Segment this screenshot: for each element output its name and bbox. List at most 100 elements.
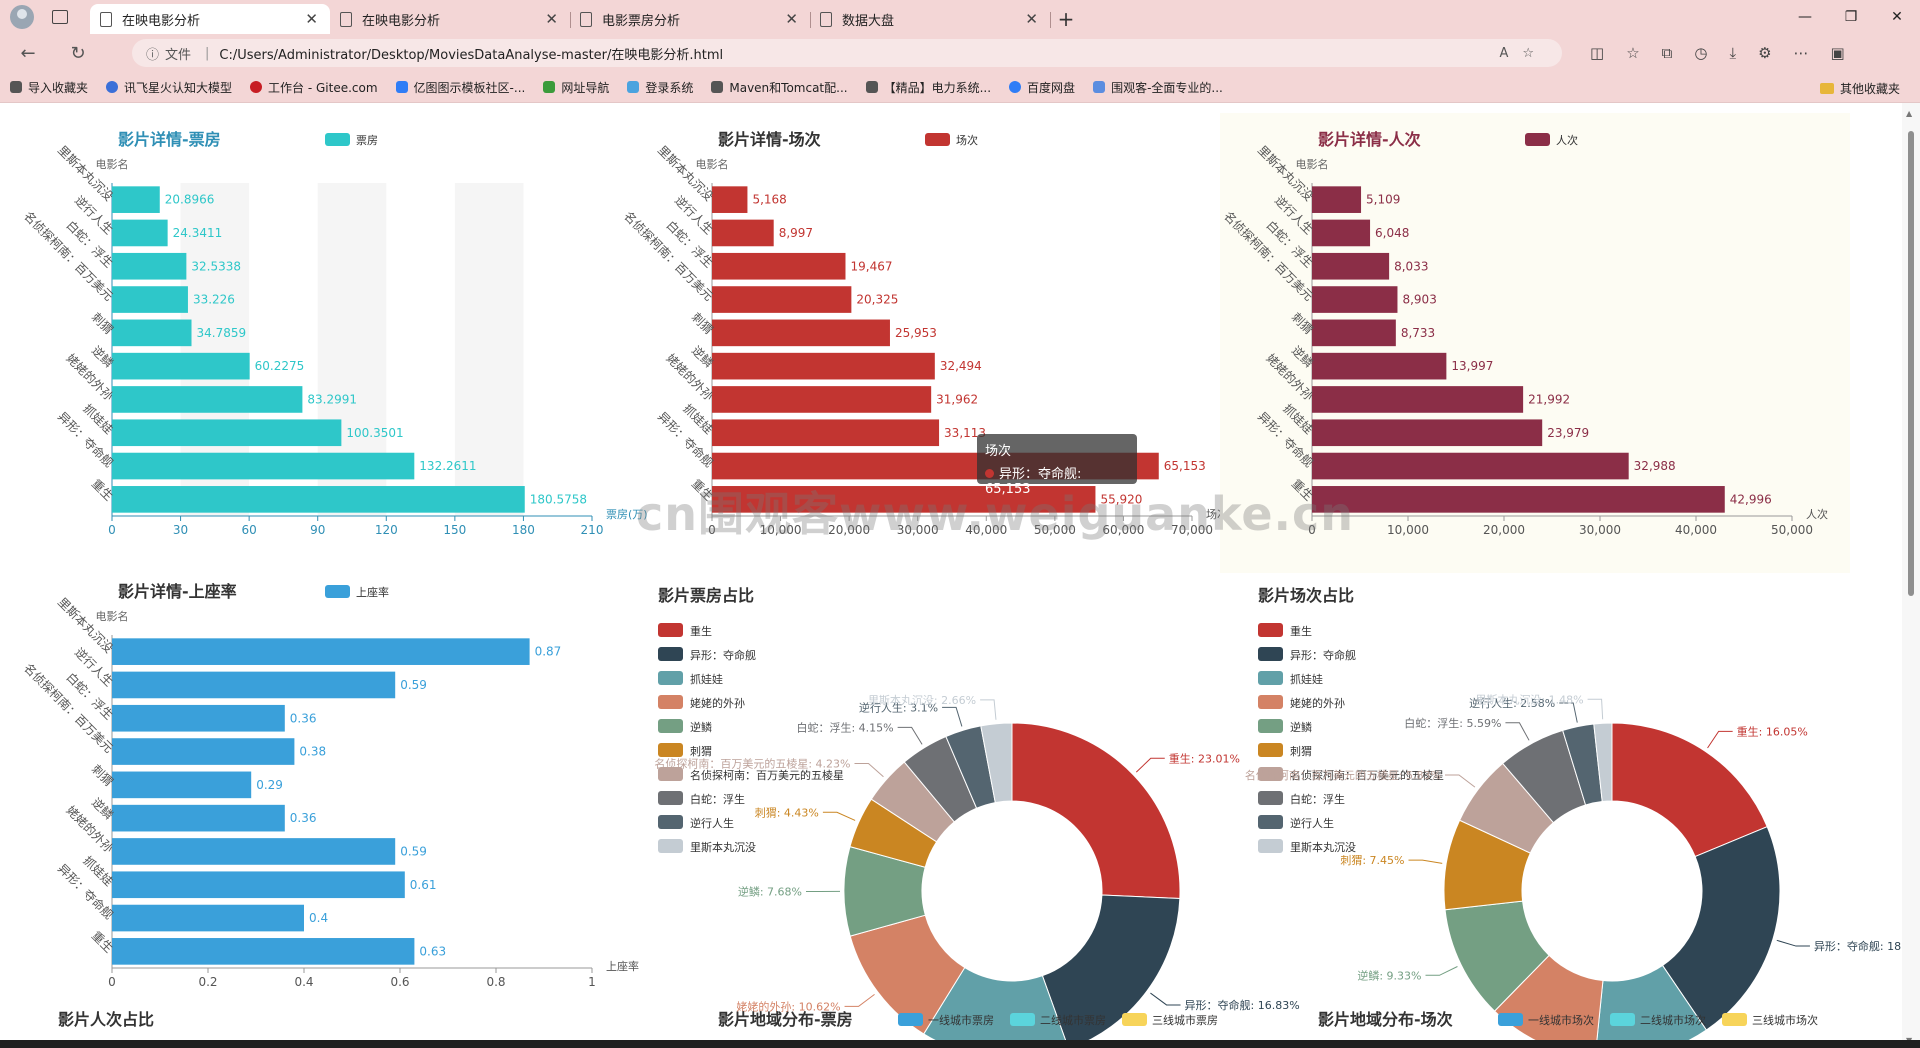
- back-icon[interactable]: ←: [20, 42, 36, 64]
- bar-value-label: 0.63: [419, 944, 446, 958]
- legend-label: 上座率: [356, 585, 389, 599]
- bookmark-item[interactable]: 导入收藏夹: [10, 79, 88, 96]
- slice-label: 逆鳞: 7.68%: [738, 884, 802, 898]
- bar-value-label: 0.29: [256, 778, 283, 792]
- history-icon[interactable]: ◷: [1694, 44, 1708, 62]
- bar: [112, 671, 396, 699]
- slice-label: 名侦探柯南：百万美元的五棱星: 4.23%: [654, 756, 850, 770]
- legend-swatch: [325, 585, 350, 598]
- slice-label-line: [1425, 966, 1458, 976]
- y-axis-name: 电影名: [1296, 157, 1329, 171]
- bookmark-item[interactable]: 百度网盘: [1009, 79, 1075, 96]
- close-tab-icon[interactable]: ✕: [1025, 10, 1038, 28]
- tab-1[interactable]: 在映电影分析 ✕: [90, 4, 330, 34]
- download-icon[interactable]: ⤓: [1729, 44, 1737, 62]
- tab-actions-icon[interactable]: [52, 10, 68, 24]
- x-tick-label: 30,000: [1579, 523, 1621, 537]
- legend-label: 刺猬: [1290, 745, 1312, 758]
- close-tab-icon[interactable]: ✕: [545, 10, 558, 28]
- legend-label: 一线城市票房: [928, 1013, 994, 1027]
- legend-label: 一线城市场次: [1528, 1013, 1594, 1027]
- legend-swatch: [1258, 671, 1283, 685]
- slice-label: 逆行人生: 2.58%: [1469, 696, 1555, 710]
- extensions-icon[interactable]: ⚙: [1758, 44, 1772, 62]
- legend-label: 逆行人生: [690, 816, 734, 830]
- slice-label-line: [1776, 939, 1810, 947]
- profile-avatar[interactable]: [10, 5, 34, 29]
- bookmark-item[interactable]: 工作台 - Gitee.com: [250, 79, 378, 96]
- legend-label: 抓娃娃: [1290, 672, 1323, 686]
- tab-title: 在映电影分析: [362, 13, 441, 29]
- bookmark-item[interactable]: 【精品】电力系统...: [865, 79, 991, 96]
- tab-3[interactable]: 电影票房分析 ✕: [570, 4, 811, 34]
- new-tab-button[interactable]: +: [1057, 7, 1075, 31]
- tab-title: 数据大盘: [842, 13, 895, 29]
- bookmark-item[interactable]: 讯飞星火认知大模型: [106, 79, 232, 96]
- taskbar: [0, 1040, 1920, 1048]
- bar-value-label: 33,113: [944, 426, 986, 440]
- bar-value-label: 5,109: [1366, 193, 1400, 207]
- minimize-icon[interactable]: —: [1798, 9, 1812, 25]
- legend-label: 逆行人生: [1290, 816, 1334, 830]
- chart-title: 影片票房占比: [658, 586, 754, 605]
- legend-swatch: [1122, 1013, 1147, 1026]
- scheme-label: 文件: [165, 47, 192, 63]
- restore-icon[interactable]: ❐: [1844, 9, 1858, 25]
- legend-label: 逆鳞: [1290, 720, 1312, 734]
- legend-swatch: [1722, 1013, 1747, 1026]
- legend-label: 名侦探柯南：百万美元的五棱星: [690, 768, 844, 782]
- collections-icon[interactable]: ⧉: [1661, 44, 1673, 62]
- favorites-icon[interactable]: ☆: [1626, 44, 1640, 62]
- bar: [112, 804, 285, 832]
- tab-2[interactable]: 在映电影分析 ✕: [330, 4, 571, 34]
- bar-value-label: 60.2275: [255, 359, 305, 373]
- slice-label: 里斯本丸沉没: 2.66%: [868, 693, 976, 707]
- split-screen-icon[interactable]: ◫: [1590, 44, 1605, 62]
- bookmark-item[interactable]: Maven和Tomcat配...: [711, 79, 848, 96]
- legend-swatch: [1010, 1013, 1035, 1026]
- pie-slice: [1661, 826, 1781, 1031]
- x-tick-label: 120: [375, 523, 398, 537]
- slice-label: 重生: 16.05%: [1737, 724, 1808, 738]
- legend-label: 三线城市场次: [1752, 1013, 1818, 1027]
- legend-label: 白蛇：浮生: [690, 792, 745, 806]
- legend-swatch: [1258, 647, 1283, 661]
- tab-4[interactable]: 数据大盘 ✕: [810, 4, 1051, 34]
- x-tick-label: 90: [310, 523, 325, 537]
- bookmark-item[interactable]: 网址导航: [543, 79, 609, 96]
- bookmark-item[interactable]: 亿图图示模板社区-...: [395, 79, 525, 96]
- bar-value-label: 0.36: [290, 711, 317, 725]
- bar: [712, 419, 940, 447]
- close-tab-icon[interactable]: ✕: [305, 10, 318, 28]
- close-window-icon[interactable]: ✕: [1891, 9, 1903, 25]
- bar-value-label: 32,988: [1634, 459, 1676, 473]
- bar: [112, 638, 530, 665]
- close-tab-icon[interactable]: ✕: [785, 10, 798, 28]
- legend-swatch: [658, 695, 683, 709]
- read-aloud-icon[interactable]: A: [1499, 45, 1523, 61]
- legend-swatch: [1258, 719, 1283, 733]
- x-axis-name: 票房(万): [606, 508, 648, 521]
- x-tick-label: 150: [443, 523, 466, 537]
- bookmark-item[interactable]: 围观客-全面专业的...: [1093, 79, 1223, 96]
- other-bookmarks[interactable]: 其他收藏夹: [1819, 80, 1900, 97]
- legend-swatch: [1498, 1013, 1523, 1026]
- favorite-star-icon[interactable]: ☆: [1522, 45, 1548, 61]
- sidebar-icon[interactable]: ▣: [1830, 44, 1845, 62]
- info-icon[interactable]: ⓘ: [146, 47, 160, 63]
- bookmark-item[interactable]: 登录系统: [627, 79, 693, 96]
- x-tick-label: 180: [512, 523, 535, 537]
- page-scrollbar[interactable]: ▲▼: [1902, 103, 1920, 1048]
- bar: [112, 904, 304, 932]
- bar-value-label: 33.226: [193, 293, 235, 307]
- url-text[interactable]: C:/Users/Administrator/Desktop/MoviesDat…: [219, 47, 724, 63]
- chart-title: 影片详情-上座率: [118, 582, 237, 601]
- x-tick-label: 0: [108, 523, 116, 537]
- y-tick-label: 里斯本丸沉没: [55, 594, 117, 656]
- refresh-icon[interactable]: ↻: [70, 42, 86, 64]
- more-menu-icon[interactable]: ⋯: [1793, 44, 1809, 62]
- bar: [1312, 452, 1629, 480]
- address-field[interactable]: ⓘ 文件 | C:/Users/Administrator/Desktop/Mo…: [132, 39, 1562, 67]
- bar: [712, 186, 748, 213]
- x-tick-label: 20,000: [828, 523, 870, 537]
